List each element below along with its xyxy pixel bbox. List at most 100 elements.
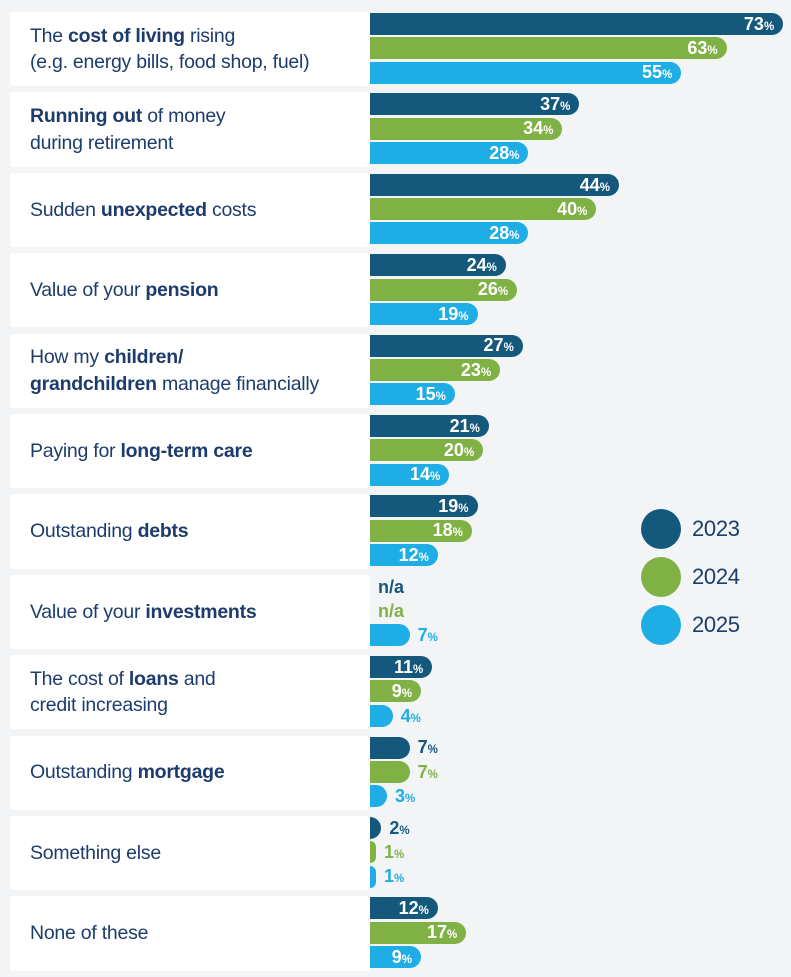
percent-sign: % — [435, 391, 446, 403]
percent-sign: % — [497, 286, 509, 299]
bar-2024: 9% — [370, 680, 421, 703]
na-label-2023: n/a — [378, 576, 405, 597]
category-label-card: Sudden unexpected costs — [10, 172, 370, 248]
category-row: Sudden unexpected costs 44% 40% 28% — [0, 172, 791, 248]
value-label-2024: 63% — [687, 38, 718, 59]
value-label-2023: 73% — [743, 13, 775, 34]
value-label-2025: 12% — [398, 544, 429, 565]
bar-line-2023: 24% — [370, 254, 791, 277]
category-label-card: The cost of loans and credit increasing — [10, 655, 370, 730]
category-row: Something else 2% 1% 1% — [0, 815, 791, 891]
na-label-2024: n/a — [378, 601, 405, 622]
bar-2025: 12% — [370, 544, 438, 567]
bar-line-2024: 40% — [370, 198, 791, 221]
value-label-2023: 11% — [393, 656, 424, 677]
category-label-card: Value of your pension — [10, 253, 370, 328]
bar-2025 — [370, 704, 393, 727]
percent-sign: % — [599, 181, 611, 194]
bar-2025: 15% — [370, 383, 455, 406]
bar-2024: 40% — [370, 198, 597, 221]
category-label-line: during retirement — [30, 131, 174, 154]
value-label-2025: 15% — [415, 384, 446, 404]
percent-sign: % — [418, 905, 429, 918]
bar-group: n/a n/a 7% — [370, 576, 791, 649]
category-label-line: None of these — [30, 922, 149, 945]
legend-item-2025: 2025 — [641, 605, 740, 645]
percent-sign: % — [401, 688, 412, 701]
category-row: Value of your investments n/a n/a 7% — [0, 574, 791, 650]
value-label-2023: 44% — [579, 174, 611, 195]
bar-group: 24% 26% 19% — [370, 254, 791, 327]
bar-2025: 28% — [370, 222, 529, 245]
bar-line-2024: 18% — [370, 519, 791, 542]
bar-line-2024: n/a — [370, 600, 791, 622]
bar-line-2025: 3% — [370, 785, 791, 808]
bar-line-2024: 7% — [370, 760, 791, 783]
legend-label: 2025 — [692, 612, 740, 637]
legend-label: 2024 — [692, 564, 740, 589]
category-label-line: Value of your pension — [30, 279, 219, 302]
value-label-2025: 7% — [417, 625, 438, 646]
category-label-line: (e.g. energy bills, food shop, fuel) — [30, 51, 310, 74]
value-label-2025: 19% — [438, 303, 469, 324]
percent-sign: % — [763, 20, 775, 33]
category-label-line: grandchildren manage financially — [30, 372, 319, 395]
percent-sign: % — [446, 929, 458, 942]
percent-sign: % — [509, 149, 520, 162]
value-label-2024: 34% — [523, 118, 554, 139]
bar-2024: 17% — [370, 921, 467, 944]
bar-line-2023: 37% — [370, 93, 791, 116]
legend-item-2024: 2024 — [641, 557, 740, 597]
category-row: Value of your pension 24% 26% 19% — [0, 253, 791, 328]
bar-line-2023: 11% — [370, 656, 791, 679]
percent-sign: % — [427, 768, 438, 781]
bar-line-2024: 20% — [370, 439, 791, 462]
bar-line-2025: 9% — [370, 945, 791, 968]
category-label: Outstanding debts — [30, 518, 189, 545]
category-row: Outstanding debts 19% 18% 12% — [0, 494, 791, 569]
percent-sign: % — [452, 527, 463, 540]
value-label-2023: 12% — [398, 898, 429, 919]
bar-line-2023: 44% — [370, 173, 791, 196]
value-label-2024: 23% — [460, 359, 492, 380]
percent-sign: % — [427, 744, 438, 757]
bar-2024: 34% — [370, 117, 563, 140]
value-label-2024: 40% — [557, 198, 588, 219]
value-label-2023: 27% — [483, 335, 514, 356]
percent-sign: % — [469, 422, 480, 435]
category-row: The cost of living rising (e.g. energy bi… — [0, 12, 791, 87]
percent-sign: % — [430, 471, 441, 484]
bar-2023: 73% — [370, 13, 784, 35]
bar-2023: 21% — [370, 414, 489, 437]
bar-line-2023: 2% — [370, 816, 791, 839]
bar-2023: 27% — [370, 334, 523, 357]
percent-sign: % — [413, 663, 424, 676]
category-label-card: The cost of living rising (e.g. energy bi… — [10, 12, 370, 87]
category-label: The cost of living rising (e.g. energy bi… — [30, 23, 310, 76]
bar-line-2024: 17% — [370, 921, 791, 944]
category-label: Running out of money during retirement — [30, 103, 226, 156]
bar-2025 — [370, 624, 410, 647]
bar-2023 — [370, 736, 410, 759]
bar-group: 11% 9% 4% — [370, 656, 791, 729]
bar-2023: 24% — [370, 254, 506, 277]
percent-sign: % — [427, 632, 438, 645]
category-label: Paying for long-term care — [30, 438, 253, 465]
category-label-card: Running out of money during retirement — [10, 92, 370, 167]
bar-2023: 44% — [370, 173, 620, 196]
bar-line-2025: 15% — [370, 383, 791, 406]
category-label: How my children/grandchildren manage fin… — [30, 344, 319, 397]
bar-line-2025: 55% — [370, 61, 791, 84]
bar-2024: 63% — [370, 37, 727, 60]
value-label-2023: 24% — [466, 254, 497, 275]
value-label-2025: 3% — [394, 785, 416, 806]
value-label-2023: 2% — [389, 817, 410, 838]
bar-2025: 28% — [370, 142, 529, 165]
percent-sign: % — [410, 712, 421, 725]
bar-line-2023: 19% — [370, 495, 791, 518]
percent-sign: % — [577, 205, 588, 218]
percent-sign: % — [662, 69, 673, 82]
bar-line-2025: 7% — [370, 624, 791, 647]
value-label-2024: 26% — [477, 279, 509, 300]
value-label-2024: 17% — [426, 922, 458, 943]
